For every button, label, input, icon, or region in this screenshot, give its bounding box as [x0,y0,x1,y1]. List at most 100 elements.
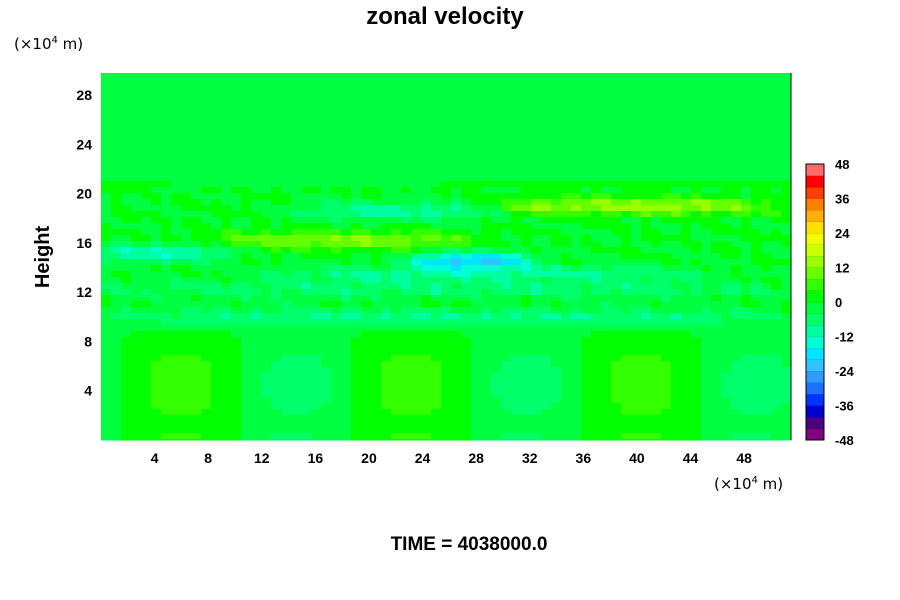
field-cell [751,265,762,272]
field-cell [631,427,642,434]
field-cell [721,151,732,158]
field-cell [431,211,442,218]
field-cell [241,103,252,110]
field-cell [391,421,402,428]
field-cell [471,313,482,320]
field-cell [681,301,692,308]
field-cell [171,175,182,182]
field-cell [121,343,132,350]
field-cell [461,145,472,152]
field-cell [461,361,472,368]
field-cell [351,151,362,158]
field-cell [181,229,192,236]
field-cell [671,283,682,290]
field-cell [671,229,682,236]
field-cell [211,271,222,278]
field-cell [101,145,112,152]
field-cell [301,391,312,398]
field-cell [491,241,502,248]
field-cell [331,211,342,218]
field-cell [331,175,342,182]
field-cell [631,397,642,404]
field-cell [141,241,152,248]
field-cell [491,157,502,164]
field-cell [631,349,642,356]
field-cell [381,385,392,392]
field-cell [271,205,282,212]
field-cell [191,163,202,170]
field-cell [651,229,662,236]
field-cell [351,73,362,80]
field-cell [241,79,252,86]
field-cell [231,415,242,422]
field-cell [701,373,712,380]
field-cell [191,391,202,398]
field-cell [291,73,302,80]
field-cell [781,283,792,290]
field-cell [321,367,332,374]
field-cell [191,343,202,350]
field-cell [501,439,512,441]
field-cell [261,163,272,170]
field-cell [541,427,552,434]
field-cell [701,397,712,404]
field-cell [681,367,692,374]
field-cell [401,331,412,338]
field-cell [361,193,372,200]
field-cell [711,415,722,422]
field-cell [421,343,432,350]
field-cell [141,301,152,308]
field-cell [181,241,192,248]
field-cell [171,115,182,122]
field-cell [411,79,422,86]
field-cell [451,337,462,344]
field-cell [211,403,222,410]
field-cell [571,361,582,368]
field-cell [381,181,392,188]
field-cell [721,319,732,326]
field-cell [551,187,562,194]
field-cell [641,331,652,338]
field-cell [351,277,362,284]
field-cell [631,145,642,152]
field-cell [681,373,692,380]
field-cell [561,289,572,296]
field-cell [151,109,162,116]
field-cell [201,85,212,92]
field-cell [521,331,532,338]
field-cell [671,169,682,176]
field-cell [171,211,182,218]
field-cell [111,163,122,170]
field-cell [161,421,172,428]
field-cell [691,127,702,134]
field-cell [731,265,742,272]
field-cell [461,307,472,314]
field-cell [341,205,352,212]
field-cell [391,433,402,440]
field-cell [151,403,162,410]
field-cell [281,223,292,230]
field-cell [261,349,272,356]
field-cell [111,253,122,260]
y-tick-label: 20 [76,186,92,202]
field-cell [771,283,782,290]
colorbar-swatch [806,394,824,406]
field-cell [261,319,272,326]
field-cell [561,103,572,110]
field-cell [281,415,292,422]
field-cell [751,247,762,254]
field-cell [731,403,742,410]
field-cell [471,337,482,344]
field-cell [741,415,752,422]
field-cell [311,397,322,404]
field-cell [201,151,212,158]
field-cell [441,325,452,332]
field-cell [601,199,612,206]
field-cell [561,193,572,200]
field-cell [341,109,352,116]
field-cell [141,283,152,290]
field-cell [641,103,652,110]
field-cell [771,307,782,314]
field-cell [341,187,352,194]
field-cell [401,181,412,188]
